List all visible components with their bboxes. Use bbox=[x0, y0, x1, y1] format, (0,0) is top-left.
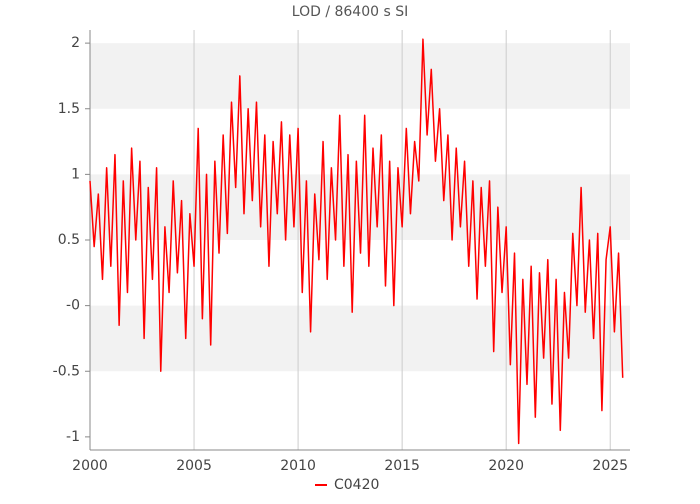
x-tick-label: 2005 bbox=[176, 458, 212, 474]
y-tick-label: -0.5 bbox=[53, 363, 80, 379]
y-tick-label: -0 bbox=[66, 298, 80, 314]
data-line bbox=[89, 38, 624, 445]
x-tick-label: 2025 bbox=[592, 458, 628, 474]
x-tick-label: 2015 bbox=[384, 458, 420, 474]
y-tick-label: 0.5 bbox=[58, 232, 80, 248]
y-tick-label: 1 bbox=[71, 166, 80, 182]
y-tick-label: -1 bbox=[66, 429, 80, 445]
x-tick-label: 2000 bbox=[72, 458, 108, 474]
chart-title: LOD / 86400 s SI bbox=[292, 4, 408, 20]
y-tick-label: 1.5 bbox=[58, 101, 80, 117]
x-tick-label: 2020 bbox=[488, 458, 524, 474]
x-tick-label: 2010 bbox=[280, 458, 316, 474]
grid-band bbox=[90, 305, 630, 372]
legend-label: C0420 bbox=[334, 477, 379, 493]
grid-band bbox=[90, 43, 630, 109]
y-tick-label: 2 bbox=[71, 35, 80, 51]
